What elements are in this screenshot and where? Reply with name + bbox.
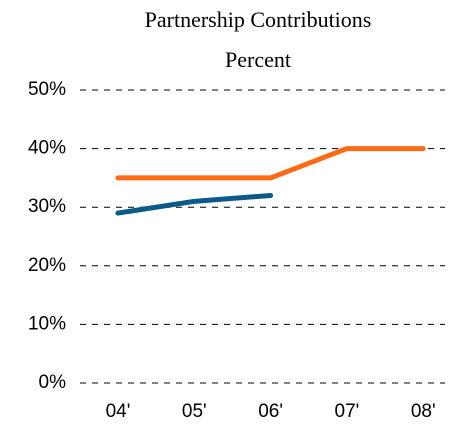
y-tick-label: 0% bbox=[39, 372, 67, 393]
y-tick-label: 40% bbox=[28, 138, 66, 159]
y-tick-label: 50% bbox=[28, 79, 66, 100]
x-tick-label: 08' bbox=[411, 401, 436, 422]
x-tick-label: 04' bbox=[106, 401, 131, 422]
x-tick-label: 07' bbox=[335, 401, 360, 422]
x-tick-label: 05' bbox=[182, 401, 207, 422]
y-tick-label: 10% bbox=[28, 313, 66, 334]
y-tick-label: 20% bbox=[28, 255, 66, 276]
chart-title: Partnership Contributions bbox=[145, 7, 372, 32]
series-line bbox=[115, 192, 274, 216]
y-tick-label: 30% bbox=[28, 196, 66, 217]
series-line bbox=[115, 146, 426, 181]
chart-subtitle: Percent bbox=[225, 47, 291, 72]
x-tick-label: 06' bbox=[258, 401, 283, 422]
